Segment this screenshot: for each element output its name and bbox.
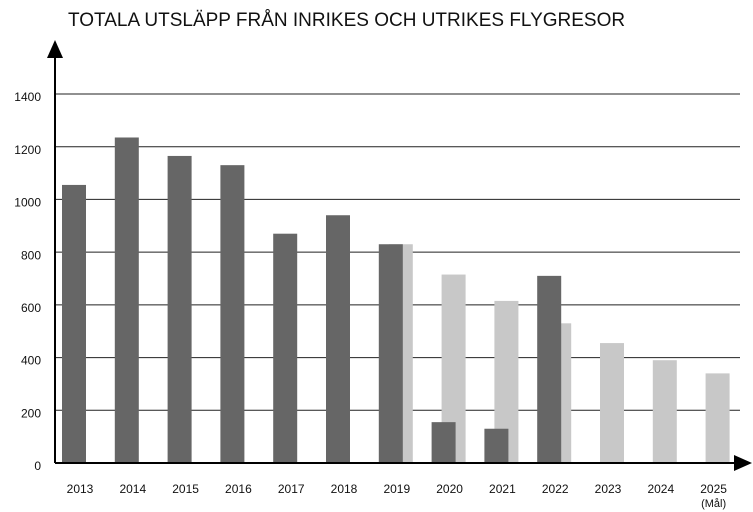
x-tick-label: 2020 [436, 482, 463, 496]
y-tick-label: 0 [34, 459, 41, 473]
bar [652, 360, 677, 463]
y-tick-label: 1000 [14, 196, 41, 210]
chart-title: TOTALA UTSLÄPP FRÅN INRIKES OCH UTRIKES … [68, 10, 625, 31]
y-tick-label: 600 [21, 301, 41, 315]
y-tick-label: 1200 [14, 143, 41, 157]
x-axis-arrow [734, 455, 752, 471]
bar [167, 155, 192, 464]
x-tick-label: 2025 [700, 482, 727, 496]
x-tick-label: 2013 [67, 482, 94, 496]
bar [220, 165, 245, 463]
bar [378, 244, 403, 463]
bar [705, 373, 730, 463]
x-tick-label: 2024 [647, 482, 674, 496]
x-tick-label: 2022 [542, 482, 569, 496]
bar [326, 215, 350, 463]
y-tick-label: 1400 [14, 90, 41, 104]
bar [62, 184, 86, 464]
bar [600, 343, 624, 463]
x-note: (Mål) [701, 498, 726, 510]
bar [273, 233, 298, 463]
y-tick-label: 200 [21, 406, 41, 420]
x-tick-label: 2023 [595, 482, 622, 496]
x-tick-label: 2015 [172, 482, 199, 496]
x-tick-label: 2021 [489, 482, 516, 496]
bar [114, 137, 139, 463]
x-tick-label: 2017 [278, 482, 305, 496]
x-tick-label: 2016 [225, 482, 252, 496]
x-tick-label: 2018 [331, 482, 358, 496]
y-tick-label: 400 [21, 354, 41, 368]
x-tick-label: 2014 [119, 482, 146, 496]
bar [537, 275, 562, 463]
y-axis-arrow [47, 40, 63, 58]
bar [431, 422, 456, 463]
x-tick-label: 2019 [383, 482, 410, 496]
bar [484, 428, 509, 463]
y-tick-label: 800 [21, 248, 41, 262]
